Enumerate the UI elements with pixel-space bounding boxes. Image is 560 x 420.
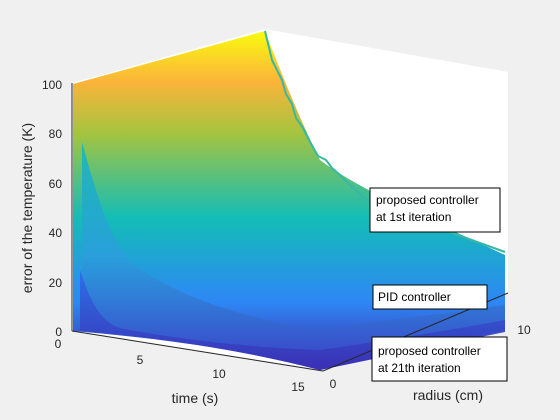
x-tick-0: 0 bbox=[55, 337, 62, 351]
y-tick-0: 0 bbox=[330, 377, 337, 391]
x-tick-5: 5 bbox=[137, 353, 144, 367]
z-tick-100: 100 bbox=[42, 78, 62, 92]
annotation-first-line-2: at 1st iteration bbox=[376, 210, 451, 224]
annotation-21st-line-2: at 21th iteration bbox=[378, 361, 461, 375]
z-tick-40: 40 bbox=[49, 226, 63, 240]
y-axis-label: radius (cm) bbox=[413, 387, 483, 403]
annotation-first-line-1: proposed controller bbox=[376, 193, 479, 207]
z-ticks: 0 20 40 60 80 100 bbox=[42, 78, 62, 339]
z-tick-80: 80 bbox=[49, 127, 63, 141]
annotation-21st-iteration: proposed controller at 21th iteration bbox=[371, 336, 508, 382]
annotation-first-iteration: proposed controller at 1st iteration bbox=[369, 187, 501, 233]
x-axis-line bbox=[71, 330, 324, 372]
y-tick-10: 10 bbox=[517, 323, 531, 337]
annotation-pid: PID controller bbox=[372, 284, 488, 310]
x-tick-15: 15 bbox=[291, 380, 305, 394]
surface-pid bbox=[82, 142, 505, 370]
z-axis-label: error of the temperature (K) bbox=[19, 123, 35, 293]
annotation-pid-line-1: PID controller bbox=[378, 290, 451, 304]
z-tick-0: 0 bbox=[55, 325, 62, 339]
annotation-21st-line-1: proposed controller bbox=[378, 344, 481, 358]
z-tick-60: 60 bbox=[49, 177, 63, 191]
z-tick-20: 20 bbox=[49, 276, 63, 290]
x-axis-label: time (s) bbox=[172, 390, 219, 406]
x-ticks: 0 5 10 15 bbox=[55, 337, 305, 394]
x-tick-10: 10 bbox=[212, 367, 226, 381]
